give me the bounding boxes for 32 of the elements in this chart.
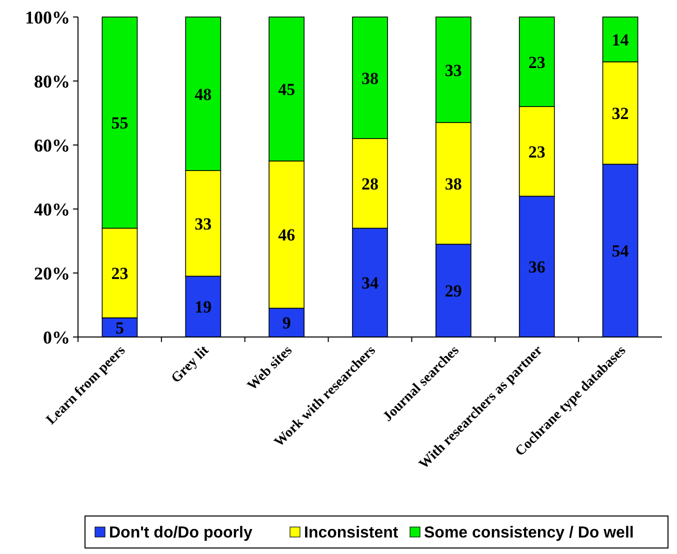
annotation: 55 — [111, 114, 128, 133]
y-tick-label: 60% — [34, 135, 70, 156]
data-label: 54 — [612, 242, 630, 261]
annotation: 23 — [528, 142, 546, 162]
data-label: 38 — [444, 174, 462, 194]
data-label: 28 — [362, 174, 378, 194]
data-label: 46 — [278, 226, 296, 245]
data-label: 29 — [444, 282, 462, 301]
y-tick-label: 40% — [34, 199, 70, 220]
data-label: 33 — [194, 214, 212, 234]
annotation: 23 — [111, 264, 128, 283]
legend-label: Inconsistent — [304, 524, 399, 542]
annotation: 23 — [528, 52, 546, 72]
data-label: 45 — [278, 80, 296, 99]
data-label: 9 — [282, 314, 291, 333]
data-label: 48 — [194, 84, 212, 104]
annotation: 36 — [528, 258, 546, 277]
data-label: 34 — [362, 274, 379, 293]
y-tick-label: 20% — [34, 263, 70, 284]
data-label: 33 — [444, 60, 462, 80]
x-tick-label: Grey lit — [168, 342, 212, 386]
data-label: 19 — [194, 298, 212, 317]
x-tick-label: Web sites — [244, 342, 296, 394]
annotation: 5 — [115, 318, 124, 338]
y-tick-label: 80% — [34, 71, 70, 92]
data-label: 32 — [612, 104, 629, 123]
legend-label: Some consistency / Do well — [424, 524, 634, 542]
data-label: 38 — [362, 68, 378, 88]
y-tick-label: 0% — [43, 327, 70, 348]
y-tick-label: 100% — [25, 7, 70, 28]
legend-label: Don't do/Do poorly — [109, 524, 252, 542]
data-label: 14 — [612, 30, 630, 50]
